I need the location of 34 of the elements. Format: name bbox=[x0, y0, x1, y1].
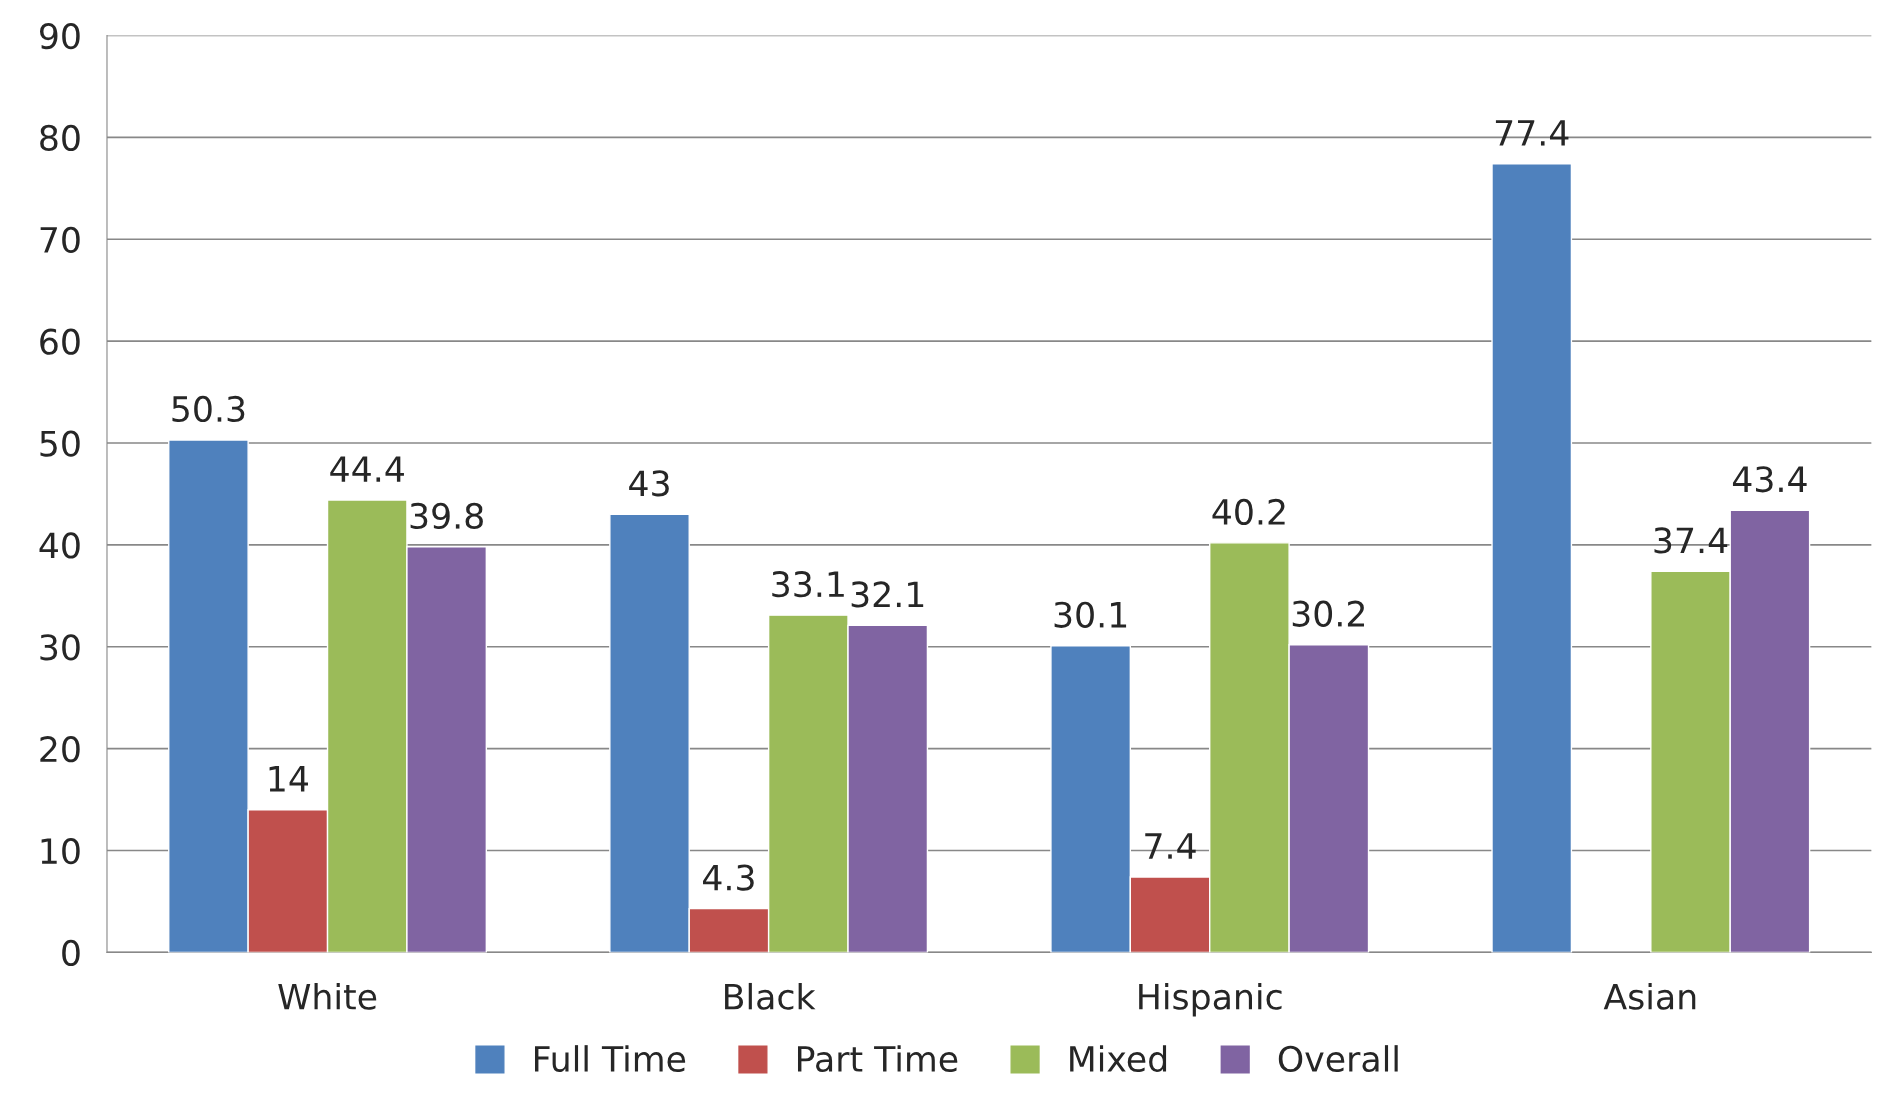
data-label: 7.4 bbox=[1145, 833, 1196, 859]
data-label: 14 bbox=[269, 766, 308, 792]
legend-label: Full Time bbox=[535, 1045, 686, 1073]
data-label: 40.2 bbox=[1212, 498, 1285, 526]
x-tick-label: Asian bbox=[1603, 982, 1696, 1010]
y-tick-label: 0 bbox=[62, 939, 80, 967]
y-tick-label: 60 bbox=[40, 328, 80, 355]
x-tick-label: Hispanic bbox=[1139, 982, 1282, 1017]
data-label: 30.2 bbox=[1292, 600, 1364, 627]
y-tick-label: 40 bbox=[39, 532, 80, 559]
y-tick-label: 20 bbox=[40, 736, 80, 763]
data-label: 30.1 bbox=[1054, 601, 1127, 628]
data-label: 77.4 bbox=[1495, 120, 1569, 146]
legend-label: Mixed bbox=[1070, 1045, 1167, 1073]
data-label: 4.3 bbox=[703, 864, 754, 891]
x-tick-label: Black bbox=[725, 982, 816, 1010]
y-tick-label: 10 bbox=[41, 837, 80, 865]
data-label: 37.4 bbox=[1654, 527, 1728, 554]
data-label: 32.1 bbox=[851, 581, 924, 608]
data-label: 39.8 bbox=[410, 502, 483, 530]
data-label: 43.4 bbox=[1732, 466, 1807, 493]
y-tick-label: 80 bbox=[40, 124, 80, 152]
y-tick-label: 50 bbox=[40, 430, 80, 457]
bar bbox=[1491, 163, 1573, 953]
legend-label: Overall bbox=[1278, 1045, 1398, 1073]
y-tick-label: 90 bbox=[39, 22, 80, 50]
y-tick-label: 70 bbox=[40, 226, 80, 253]
legend-label: Part Time bbox=[797, 1045, 958, 1073]
y-tick-label: 30 bbox=[40, 634, 80, 661]
data-label: 44.4 bbox=[330, 456, 404, 482]
data-label: 50.3 bbox=[172, 395, 245, 423]
x-tick-label: White bbox=[278, 982, 377, 1010]
data-label: 43 bbox=[629, 470, 669, 497]
data-label: 33.1 bbox=[772, 571, 844, 598]
